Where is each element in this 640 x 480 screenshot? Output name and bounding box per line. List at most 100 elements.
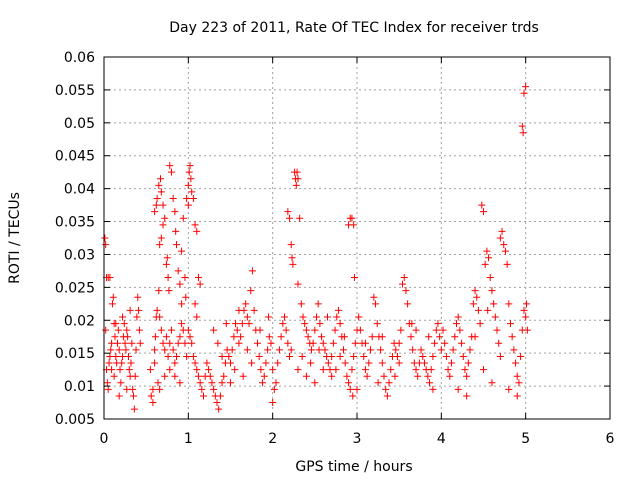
data-point (313, 313, 321, 321)
data-point (203, 359, 211, 367)
data-point (319, 339, 327, 347)
data-point (269, 366, 277, 374)
data-point (444, 366, 452, 374)
data-point (131, 372, 139, 380)
y-tick-label: 0.045 (55, 149, 95, 165)
data-point (149, 399, 157, 407)
data-point (115, 392, 123, 400)
data-point (345, 379, 353, 387)
data-point (378, 333, 386, 341)
data-point (102, 241, 110, 249)
data-point (208, 379, 216, 387)
data-point (340, 346, 348, 354)
data-point (161, 214, 169, 222)
data-point (287, 346, 295, 354)
data-point (331, 326, 339, 334)
data-point (519, 129, 527, 137)
data-point (484, 306, 492, 314)
data-point (147, 392, 155, 400)
data-point (189, 195, 197, 203)
data-point (491, 313, 499, 321)
data-point (402, 287, 410, 295)
data-point (309, 339, 317, 347)
y-tick-label: 0.05 (64, 116, 95, 132)
data-point (225, 352, 233, 360)
data-point (429, 385, 437, 393)
data-point (287, 241, 295, 249)
data-point (103, 379, 111, 387)
data-point (298, 352, 306, 360)
data-point (391, 372, 399, 380)
data-point (125, 366, 133, 374)
data-point (259, 379, 267, 387)
data-point (412, 366, 420, 374)
data-point (307, 359, 315, 367)
x-tick-labels: 0 1 2 3 4 5 6 (100, 431, 615, 447)
data-point (146, 366, 154, 374)
data-point (458, 339, 466, 347)
data-point (194, 273, 202, 281)
data-point (282, 326, 290, 334)
data-point (182, 293, 190, 301)
data-point (186, 162, 194, 170)
data-point (407, 333, 415, 341)
data-point (232, 320, 240, 328)
data-point (157, 175, 165, 183)
data-point (328, 352, 336, 360)
data-point (505, 385, 513, 393)
y-tick-label: 0.055 (55, 83, 95, 99)
data-point (469, 300, 477, 308)
data-point (441, 339, 449, 347)
data-point (432, 326, 440, 334)
data-point (242, 300, 250, 308)
data-point (297, 300, 305, 308)
data-point (162, 260, 170, 268)
data-point (286, 352, 294, 360)
data-point (429, 352, 437, 360)
data-point (279, 320, 287, 328)
data-point (404, 300, 412, 308)
data-point (253, 339, 261, 347)
data-point (119, 352, 127, 360)
data-point (520, 89, 528, 97)
data-point (480, 208, 487, 216)
x-tick-label: 5 (521, 431, 530, 447)
y-tick-label: 0.03 (64, 247, 95, 263)
data-point (159, 339, 167, 347)
data-point (134, 293, 142, 301)
data-point (111, 333, 119, 341)
data-point (412, 326, 420, 334)
data-point (184, 326, 192, 334)
data-point (361, 339, 369, 347)
data-point (205, 366, 213, 374)
data-point (311, 326, 319, 334)
data-point (238, 320, 246, 328)
data-point (522, 83, 530, 91)
axis-ticks (103, 56, 611, 420)
data-point (356, 326, 364, 334)
chart-title: Day 223 of 2011, Rate Of TEC Index for r… (169, 20, 539, 36)
data-point (372, 300, 380, 308)
data-point (385, 379, 393, 387)
y-tick-label: 0.025 (55, 280, 95, 296)
data-point (523, 300, 531, 308)
data-point (213, 399, 221, 407)
data-point (399, 280, 407, 288)
data-point (419, 352, 427, 360)
data-point (181, 273, 189, 281)
data-point (227, 379, 234, 387)
data-point (107, 346, 115, 354)
data-point (176, 379, 184, 387)
data-point (239, 372, 247, 380)
data-point (296, 214, 304, 222)
data-point (245, 320, 253, 328)
data-point (483, 247, 491, 255)
data-point (188, 339, 196, 347)
data-point (130, 392, 138, 400)
data-point (373, 320, 381, 328)
data-point (361, 366, 369, 374)
data-point (456, 326, 464, 334)
data-point (165, 287, 173, 295)
data-point (461, 366, 469, 374)
